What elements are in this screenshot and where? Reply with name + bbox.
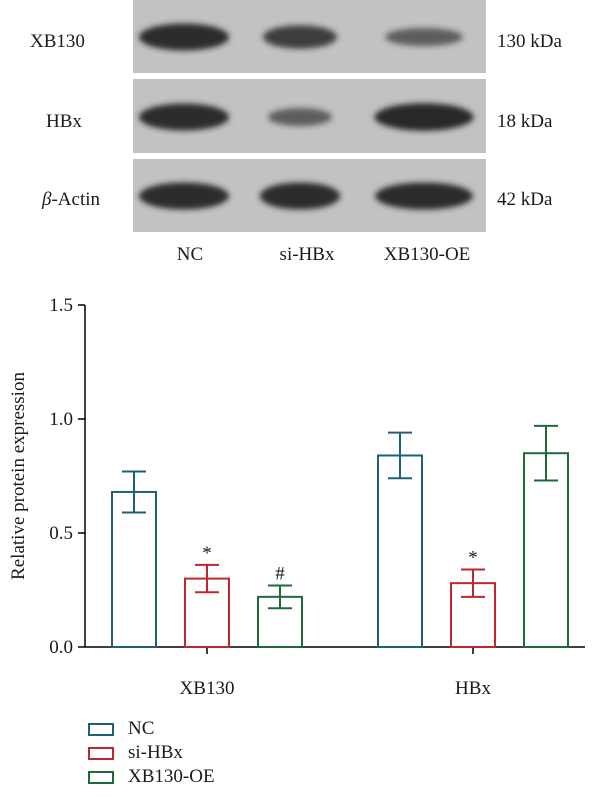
beta-symbol: β — [42, 189, 52, 210]
significance-mark-xb130-xb130-oe: # — [275, 563, 285, 584]
blot-size-xb130: 130 kDa — [497, 31, 562, 52]
y-tick-label-3: 1.5 — [49, 295, 73, 316]
legend-label-nc: NC — [128, 718, 155, 739]
lane-label-xb130-oe: XB130-OE — [383, 244, 471, 265]
bar-xb130-nc — [111, 490, 157, 648]
actin-text: -Actin — [51, 189, 101, 210]
significance-mark-hbx-si-hbx: * — [468, 547, 478, 568]
band-actin-xb130-oe — [375, 182, 473, 210]
x-category-label-xb130: XB130 — [180, 678, 235, 699]
bar-hbx-nc — [377, 454, 423, 648]
band-hbx-xb130-oe — [374, 103, 474, 131]
band-actin-si-hbx — [259, 182, 341, 210]
blot-size-hbx: 18 kDa — [497, 111, 553, 132]
band-xb130-nc — [138, 23, 230, 51]
legend-swatch-nc — [88, 722, 114, 736]
blot-row-label-actin: β-Actin — [42, 190, 100, 209]
lane-label-si-hbx: si-HBx — [279, 244, 335, 265]
legend-item-xb130-oe: XB130-OE — [88, 765, 215, 789]
blot-size-actin: 42 kDa — [497, 189, 553, 210]
chart-legend: NC si-HBx XB130-OE — [88, 717, 215, 789]
legend-label-si-hbx: si-HBx — [128, 742, 183, 763]
significance-mark-xb130-si-hbx: * — [202, 543, 212, 564]
band-hbx-nc — [138, 103, 230, 131]
blot-row-label-hbx: HBx — [46, 111, 82, 132]
western-blot-panel: XB130 HBx β-Actin 130 kDa 18 kDa 42 kDa … — [0, 0, 600, 280]
legend-swatch-xb130-oe — [88, 770, 114, 784]
y-tick-label-2: 1.0 — [49, 409, 73, 430]
legend-swatch-si-hbx — [88, 746, 114, 760]
y-tick-label-0: 0.0 — [49, 637, 73, 658]
y-tick-label-1: 0.5 — [49, 523, 73, 544]
band-actin-nc — [138, 182, 230, 210]
band-hbx-si-hbx — [268, 107, 332, 127]
y-axis-title: Relative protein expression — [8, 372, 29, 580]
bar-hbx-xb130-oe — [523, 452, 569, 648]
lane-label-nc: NC — [176, 244, 204, 265]
blot-bands — [138, 23, 474, 210]
band-xb130-si-hbx — [263, 25, 337, 49]
legend-item-si-hbx: si-HBx — [88, 741, 215, 765]
band-xb130-xb130-oe — [385, 27, 463, 47]
legend-item-nc: NC — [88, 717, 215, 741]
x-category-label-hbx: HBx — [455, 678, 491, 699]
bar-chart: 0.0 0.5 1.0 1.5 * # * Relative protein expres… — [8, 295, 585, 699]
legend-label-xb130-oe: XB130-OE — [128, 766, 215, 787]
blot-row-label-xb130: XB130 — [30, 31, 85, 52]
